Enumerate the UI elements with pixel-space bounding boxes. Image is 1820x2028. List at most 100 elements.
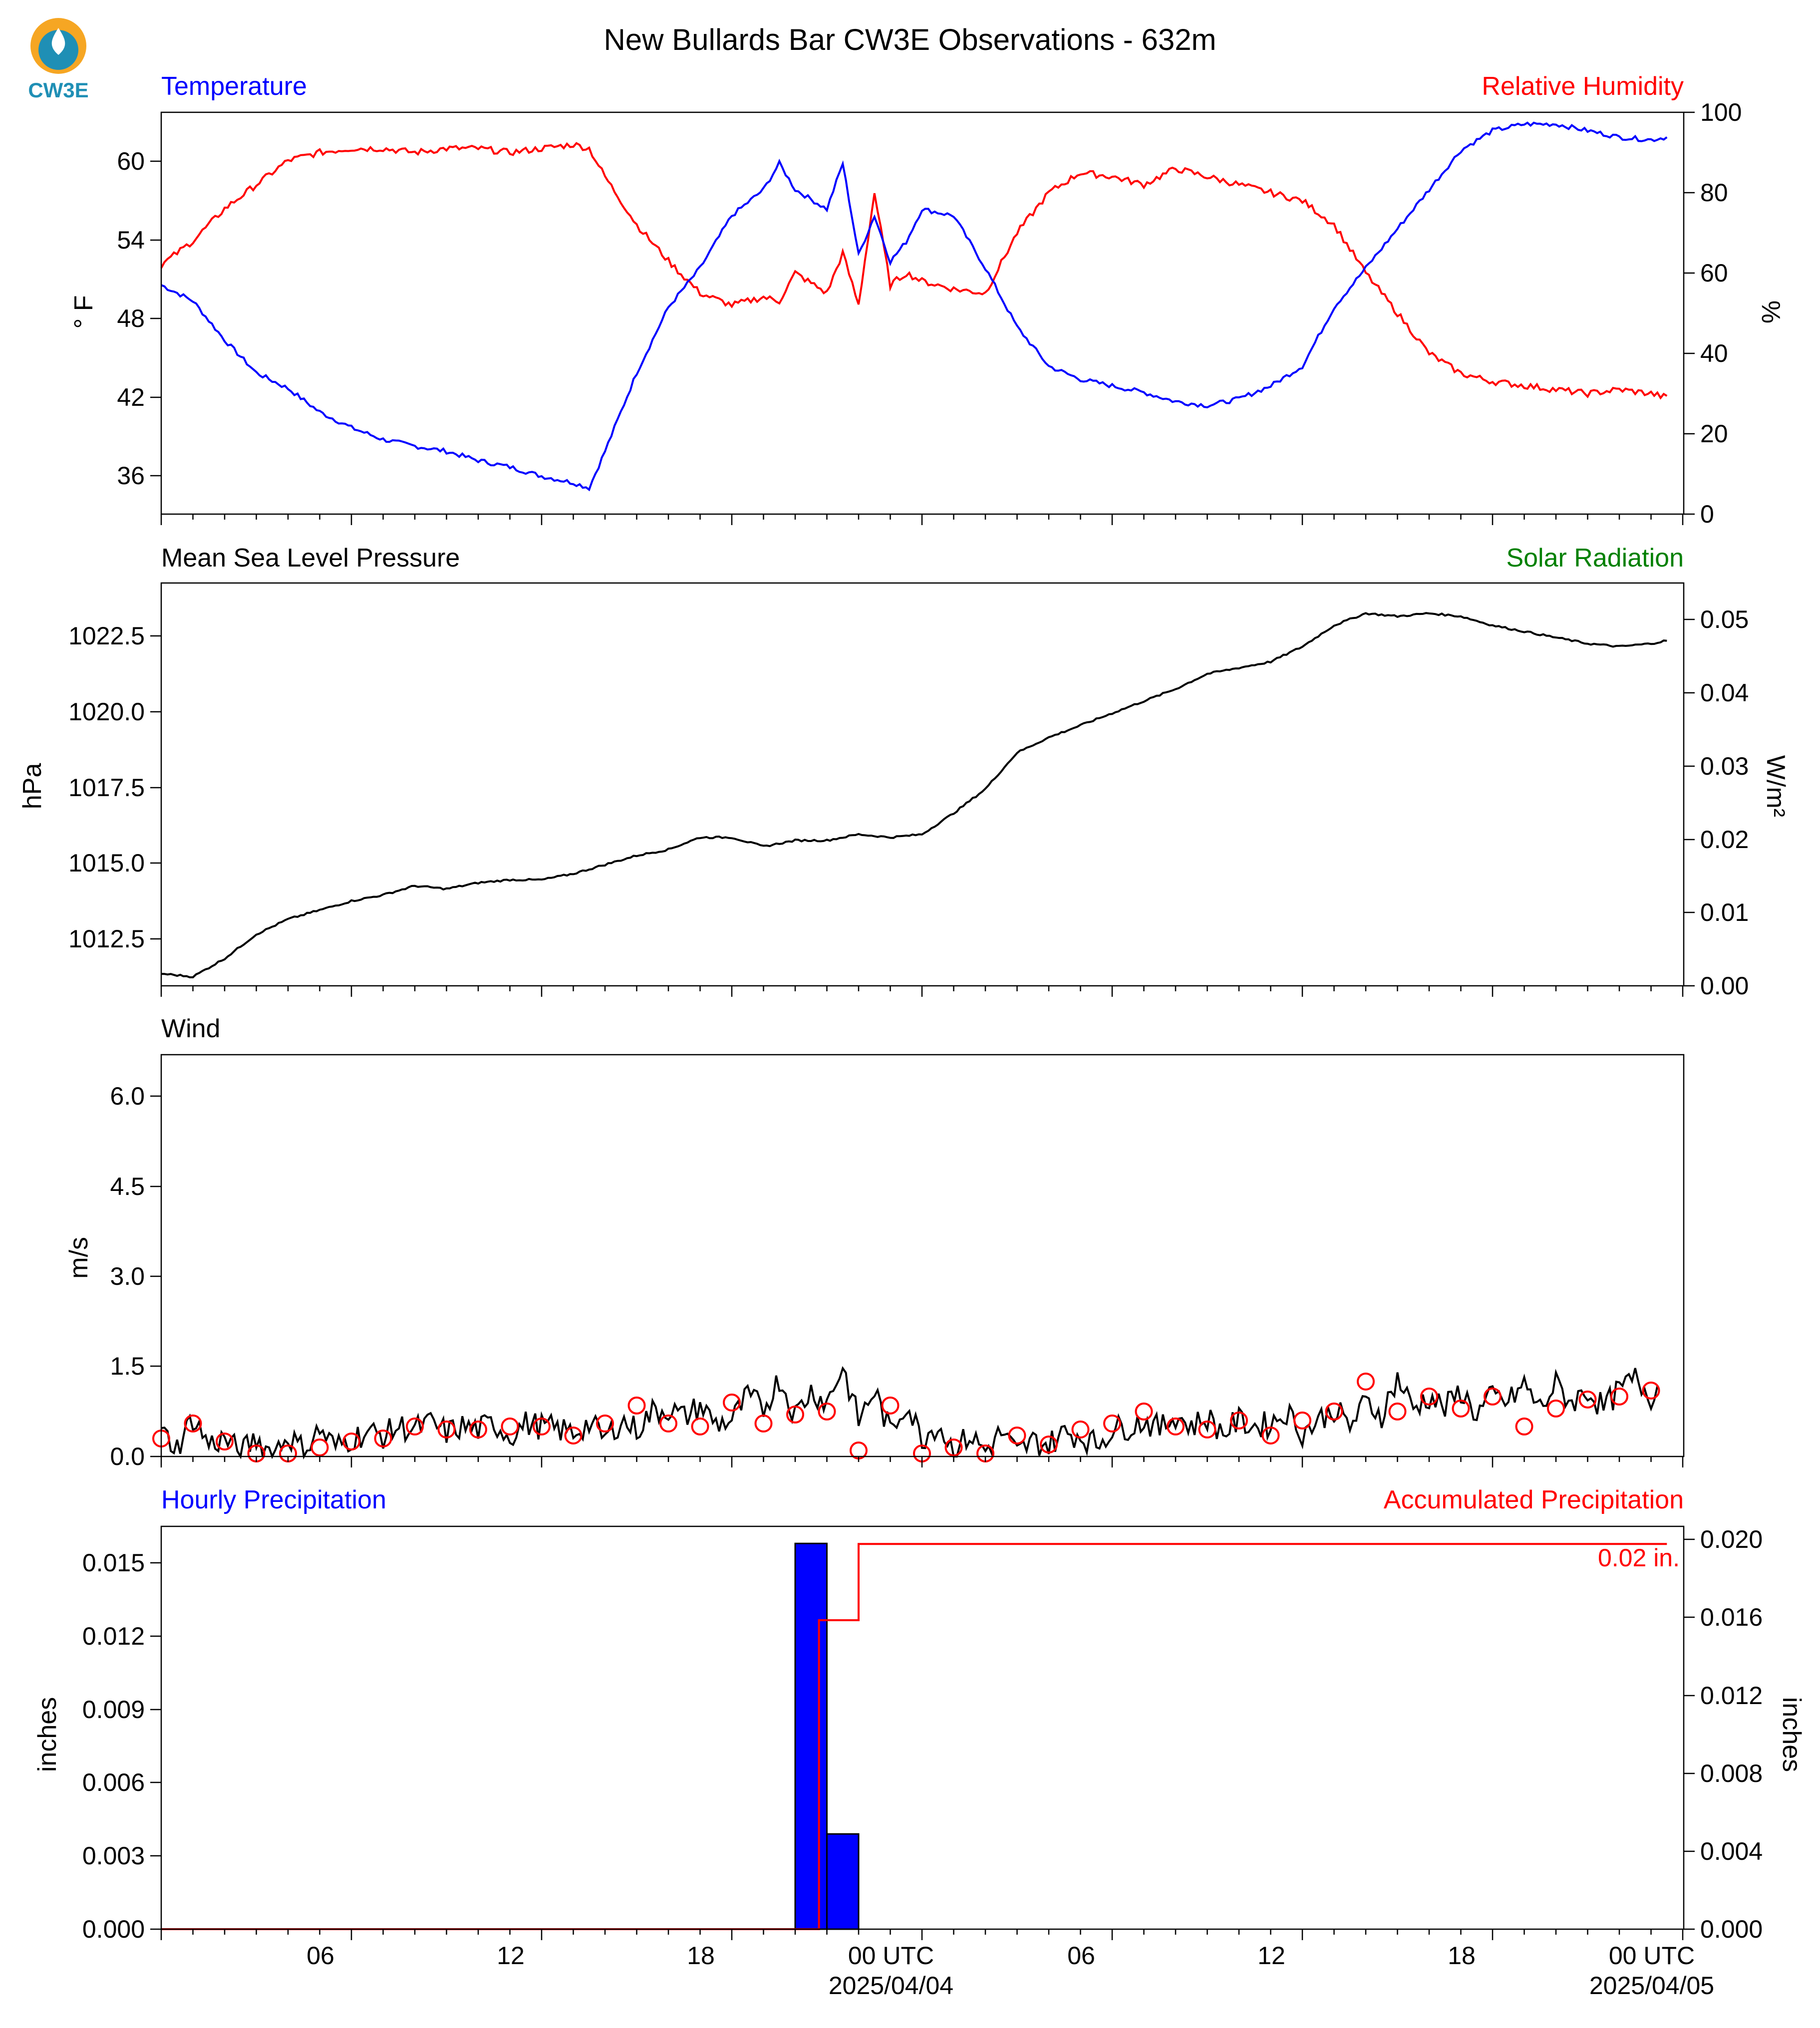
x-ticks xyxy=(160,986,1684,997)
y-tick-label: 60 xyxy=(117,147,145,175)
wind-gust-marker xyxy=(1325,1402,1343,1421)
y-tick-label: 1020.0 xyxy=(68,698,145,726)
wind-gust-marker xyxy=(1135,1402,1153,1421)
wind-gust-marker xyxy=(1452,1399,1470,1418)
wind-gust-marker xyxy=(1230,1411,1248,1430)
x-ticks xyxy=(160,1456,1684,1467)
panel-title-wind: Wind xyxy=(161,1014,220,1043)
y-tick-label: 0.015 xyxy=(82,1549,145,1577)
ylabel-wind: m/s xyxy=(64,1237,93,1279)
y-tick-label: 1017.5 xyxy=(68,774,145,802)
y-tick-label: 0.008 xyxy=(1700,1759,1763,1787)
y-tick-label: 40 xyxy=(1700,339,1728,367)
wind-gust-marker xyxy=(723,1393,741,1412)
y-tick-label: 1022.5 xyxy=(68,622,145,650)
y-tick-label: 0.01 xyxy=(1700,898,1749,926)
series-hourly-precipitation-bars xyxy=(794,1542,860,1930)
wind-gust-marker xyxy=(1610,1387,1628,1406)
y-tick-labels-hourly-precipitation: 0.000 0.003 0.006 0.009 0.012 0.015 xyxy=(82,1549,161,1943)
y-tick-label: 3.0 xyxy=(110,1262,145,1290)
y-tick-label: 48 xyxy=(117,304,145,332)
wind-gust-marker xyxy=(1103,1414,1121,1433)
precipitation-bar xyxy=(826,1833,860,1930)
y-tick-label: 54 xyxy=(117,226,145,254)
wind-gust-marker xyxy=(533,1417,551,1436)
x-date-label: 2025/04/05 xyxy=(1589,1972,1714,2000)
wind-gust-marker xyxy=(406,1417,424,1436)
series-accumulated-precipitation-line xyxy=(161,1543,1667,1930)
y-tick-label: 0.009 xyxy=(82,1696,145,1724)
ylabel-accumulated-precipitation: inches xyxy=(1777,1697,1806,1772)
y-tick-label: 0.006 xyxy=(82,1768,145,1796)
wind-gust-marker xyxy=(1484,1387,1502,1406)
y-tick-label: 20 xyxy=(1700,420,1728,448)
wind-gust-marker xyxy=(1642,1381,1660,1400)
y-tick-label: 0 xyxy=(1700,500,1714,528)
y-tick-label: 0.04 xyxy=(1700,679,1749,707)
figure-title: New Bullards Bar CW3E Observations - 632… xyxy=(604,23,1216,56)
wind-gust-marker xyxy=(691,1417,709,1436)
wind-gust-marker xyxy=(501,1417,519,1436)
y-tick-label: 1015.0 xyxy=(68,849,145,877)
y-tick-label: 0.000 xyxy=(82,1915,145,1943)
wind-gust-marker xyxy=(1578,1390,1597,1409)
wind-gust-marker xyxy=(1388,1402,1407,1421)
y-tick-label: 0.012 xyxy=(82,1622,145,1650)
y-tick-label: 0.02 xyxy=(1700,826,1749,854)
y-tick-label: 0.0 xyxy=(110,1443,145,1470)
x-tick-label: 18 xyxy=(1448,1942,1476,1970)
panel-title-pressure: Mean Sea Level Pressure xyxy=(161,544,460,573)
wind-gust-marker xyxy=(342,1432,360,1450)
y-tick-label: 0.03 xyxy=(1700,752,1749,780)
y-tick-label: 0.012 xyxy=(1700,1682,1763,1710)
wind-gust-marker xyxy=(1167,1417,1185,1436)
x-tick-label: 18 xyxy=(687,1942,715,1970)
ylabel-hourly-precipitation: inches xyxy=(33,1697,62,1772)
y-tick-label: 36 xyxy=(117,462,145,490)
y-tick-label: 0.000 xyxy=(1700,1915,1763,1943)
series-temperature-line xyxy=(161,121,1668,492)
y-tick-label: 0.003 xyxy=(82,1842,145,1870)
wind-gust-marker xyxy=(944,1438,963,1456)
wind-gust-marker xyxy=(1261,1426,1280,1445)
wind-gust-marker xyxy=(786,1405,804,1424)
panel-pressure-solar: Mean Sea Level Pressure Solar Radiation … xyxy=(18,544,1790,1000)
panel-temperature-humidity: Temperature Relative Humidity ° F % 36 4… xyxy=(69,72,1785,528)
y-tick-labels-wind: 0.0 1.5 3.0 4.5 6.0 xyxy=(110,1082,161,1470)
y-tick-label: 6.0 xyxy=(110,1082,145,1110)
y-tick-label: 80 xyxy=(1700,179,1728,207)
y-tick-label: 1.5 xyxy=(110,1352,145,1380)
x-ticks xyxy=(160,514,1684,525)
ylabel-pressure: hPa xyxy=(18,763,47,810)
wind-gust-marker xyxy=(564,1426,583,1445)
y-tick-label: 1012.5 xyxy=(68,925,145,953)
series-pressure-line xyxy=(161,612,1667,978)
wind-gust-marker xyxy=(437,1420,456,1439)
wind-gust-marker xyxy=(374,1429,392,1448)
y-tick-label: 0.020 xyxy=(1700,1525,1763,1553)
x-tick-label: 06 xyxy=(1067,1942,1095,1970)
y-tick-label: 0.016 xyxy=(1700,1603,1763,1631)
x-tick-label: 00 UTC xyxy=(848,1942,934,1970)
precipitation-bar xyxy=(794,1542,828,1930)
wind-gust-marker xyxy=(1515,1417,1533,1436)
cw3e-logo-drop-icon xyxy=(51,28,65,55)
wind-gust-marker xyxy=(881,1396,900,1415)
wind-gust-marker xyxy=(818,1402,836,1421)
plot-frame xyxy=(160,582,1685,987)
panel-title-hourly-precipitation: Hourly Precipitation xyxy=(161,1485,386,1514)
x-tick-label: 00 UTC xyxy=(1609,1942,1695,1970)
x-tick-label: 06 xyxy=(306,1942,334,1970)
y-tick-label: 0.05 xyxy=(1700,605,1749,633)
series-wind-gust-markers xyxy=(152,1372,1660,1462)
ylabel-temperature: ° F xyxy=(69,295,98,328)
x-date-label: 2025/04/04 xyxy=(829,1972,953,2000)
wind-gust-marker xyxy=(1420,1387,1438,1406)
wind-gust-marker xyxy=(754,1414,773,1433)
series-humidity-line xyxy=(160,142,1668,400)
y-tick-label: 60 xyxy=(1700,259,1728,287)
wind-gust-marker xyxy=(1357,1372,1375,1391)
x-tick-label: 12 xyxy=(1257,1942,1285,1970)
wind-gust-marker xyxy=(596,1414,614,1433)
